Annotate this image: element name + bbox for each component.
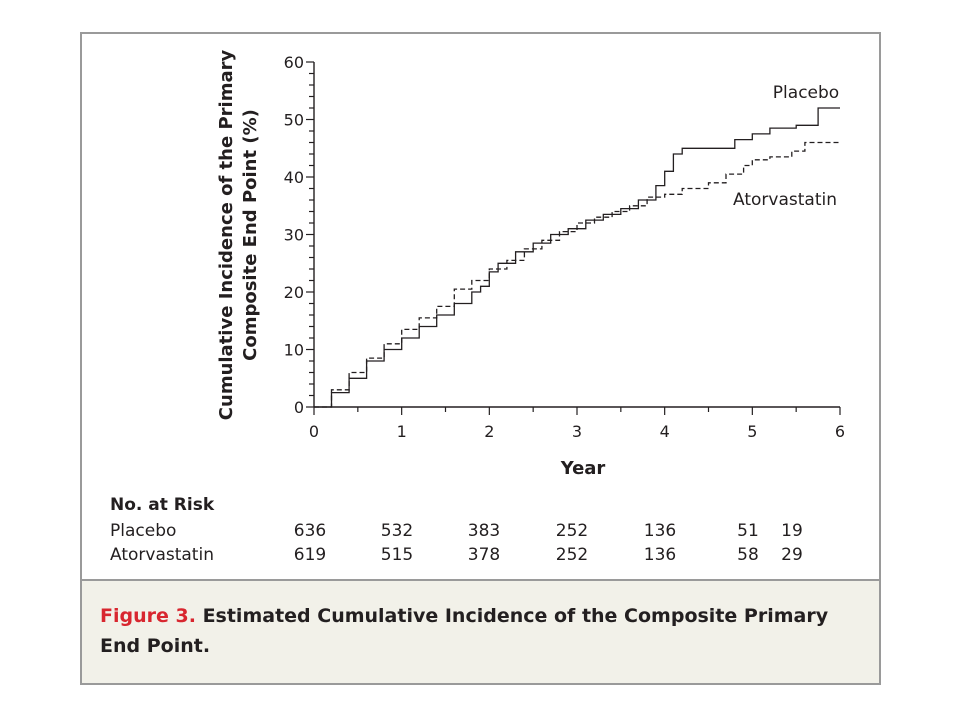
risk-cell: 619 <box>293 545 327 565</box>
x-tick-label: 2 <box>484 422 494 441</box>
risk-cell: 532 <box>380 521 414 541</box>
figure-caption: Figure 3. Estimated Cumulative Incidence… <box>100 601 840 661</box>
risk-row-label: Atorvastatin <box>110 545 214 565</box>
risk-cell: 29 <box>781 545 803 565</box>
x-tick-label: 6 <box>835 422 845 441</box>
risk-cell: 19 <box>781 521 803 541</box>
risk-cell: 252 <box>555 545 589 565</box>
y-axis-label: Cumulative Incidence of the Primary Compo… <box>216 50 261 421</box>
x-tick-label: 0 <box>309 422 319 441</box>
y-axis-label-line: Composite End Point (%) <box>240 109 261 361</box>
series-label-atorvastatin: Atorvastatin <box>733 190 837 210</box>
y-tick-label: 40 <box>284 168 304 187</box>
series-label-placebo: Placebo <box>773 83 839 103</box>
risk-row-label: Placebo <box>110 521 177 541</box>
risk-cell: 383 <box>467 521 501 541</box>
x-tick-label: 5 <box>747 422 757 441</box>
y-tick-label: 60 <box>284 53 304 72</box>
risk-cell: 58 <box>737 545 759 565</box>
risk-table-title: No. at Risk <box>110 495 215 515</box>
series-line-atorvastatin <box>314 141 840 408</box>
y-tick-label: 0 <box>294 398 304 417</box>
series-line-placebo <box>314 107 840 408</box>
figure-label: Figure 3. <box>100 605 196 627</box>
risk-cell: 136 <box>643 521 677 541</box>
y-tick-label: 30 <box>284 226 304 245</box>
y-tick-label: 50 <box>284 111 304 130</box>
x-tick-label: 3 <box>572 422 582 441</box>
caption-box <box>80 579 881 685</box>
y-tick-label: 20 <box>284 283 304 302</box>
y-axis-label-line: Cumulative Incidence of the Primary <box>216 50 237 421</box>
risk-cell: 636 <box>293 521 327 541</box>
y-tick-label: 10 <box>284 341 304 360</box>
x-tick-label: 1 <box>397 422 407 441</box>
figure-caption-text: Estimated Cumulative Incidence of the Co… <box>100 605 829 657</box>
x-tick-label: 4 <box>660 422 670 441</box>
risk-cell: 515 <box>380 545 414 565</box>
risk-cell: 136 <box>643 545 677 565</box>
risk-cell: 51 <box>737 521 759 541</box>
figure-frame <box>80 32 881 685</box>
risk-cell: 378 <box>467 545 501 565</box>
risk-cell: 252 <box>555 521 589 541</box>
x-axis-label: Year <box>560 458 606 479</box>
